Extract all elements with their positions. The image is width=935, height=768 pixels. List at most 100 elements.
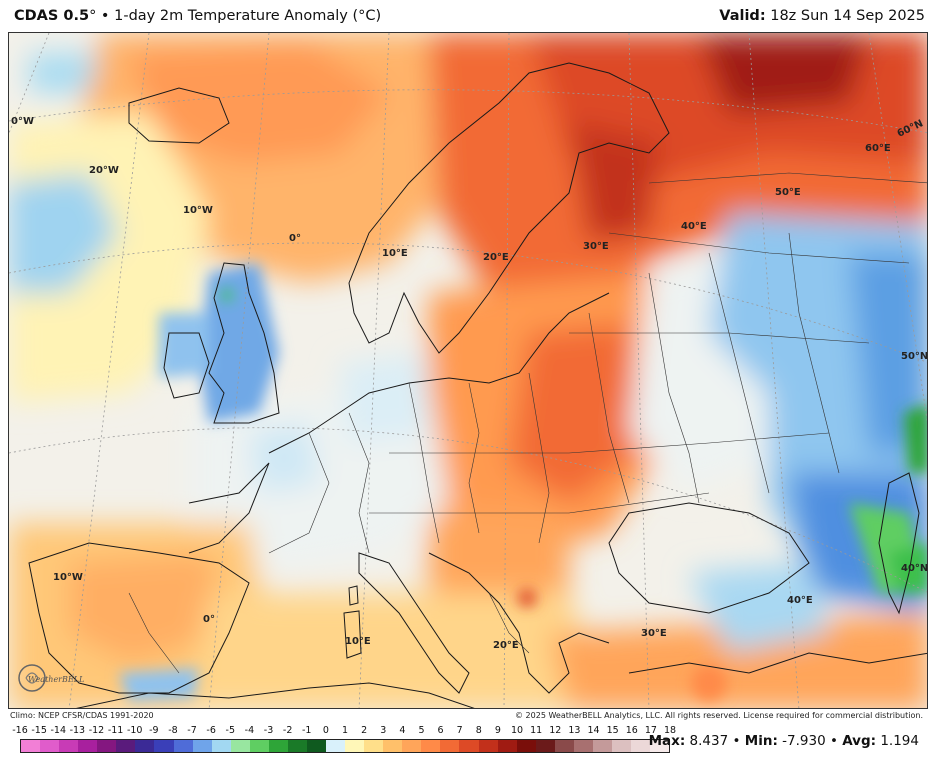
legend-colorbar [20, 739, 670, 753]
legend-swatch [535, 740, 555, 752]
legend-swatch [497, 740, 517, 752]
legend-swatch [345, 740, 365, 752]
legend-tick-label: 6 [437, 725, 444, 736]
legend-tick-label: -3 [263, 725, 274, 736]
map-stats: Max: 8.437 • Min: -7.930 • Avg: 1.194 [649, 733, 919, 749]
legend-swatch [173, 740, 193, 752]
legend-swatch [306, 740, 326, 752]
legend-tick-label: 1 [341, 725, 349, 736]
legend-tick-label: -11 [107, 725, 124, 736]
product-description: 1-day 2m Temperature Anomaly (°C) [114, 8, 382, 24]
legend-swatch [326, 740, 346, 752]
legend-swatch [230, 740, 250, 752]
min-label: Min: [744, 733, 778, 749]
lon-label: 20°W [89, 165, 119, 176]
lon-label: 30°E [583, 241, 609, 252]
product-name: CDAS 0.5 [14, 8, 90, 24]
legend-swatch [135, 740, 155, 752]
max-value: 8.437 [685, 733, 729, 749]
anomaly-map: 0°W 20°W 10°W 0° 10°E 20°E 30°E 40°E 50°… [8, 32, 928, 709]
color-legend: -16 -15 -14 -13 -12 -11 -10 -9 -8 -7 -6 -5 -4 -3 -2 -1 0… [12, 725, 676, 761]
legend-tick-label: -14 [50, 725, 66, 736]
legend-swatch [383, 740, 403, 752]
legend-swatch [402, 740, 422, 752]
legend-swatch [78, 740, 98, 752]
valid-time-value: 18z Sun 14 Sep 2025 [765, 8, 925, 24]
lon-label: 10°E [382, 248, 408, 259]
legend-swatch [59, 740, 79, 752]
legend-tick-label: -12 [88, 725, 105, 736]
legend-tick-label: 17 [644, 725, 657, 736]
lon-label: 10°E [345, 636, 371, 647]
lon-label: 10°W [183, 205, 213, 216]
legend-tick-label: 16 [625, 725, 638, 736]
coastlines [28, 62, 927, 708]
lon-label: 0°W [11, 116, 34, 127]
avg-label: Avg: [842, 733, 877, 749]
map-canvas: 0°W 20°W 10°W 0° 10°E 20°E 30°E 40°E 50°… [9, 33, 928, 708]
legend-tick-label: 5 [418, 725, 425, 736]
legend-tick-label: 14 [587, 725, 600, 736]
stats-sep: • [728, 733, 745, 749]
legend-tick-label: 13 [568, 725, 581, 736]
legend-tick-label: -6 [206, 725, 216, 736]
legend-tick-label: 12 [549, 725, 562, 736]
legend-swatch [21, 740, 41, 752]
anomaly-field [9, 33, 927, 708]
legend-swatch [116, 740, 136, 752]
legend-tick-label: 7 [456, 725, 463, 736]
legend-swatch [249, 740, 269, 752]
lon-label: 0° [203, 614, 215, 625]
legend-tick-label: -9 [149, 725, 159, 736]
climo-note: Climo: NCEP CFSR/CDAS 1991-2020 [10, 711, 154, 720]
legend-swatch [478, 740, 498, 752]
legend-tick-label: 15 [606, 725, 619, 736]
legend-tick-label: -5 [225, 725, 236, 736]
legend-swatch [516, 740, 536, 752]
copyright-note: © 2025 WeatherBELL Analytics, LLC. All r… [515, 711, 923, 720]
legend-swatch [287, 740, 307, 752]
legend-tick-label: 2 [361, 725, 368, 736]
min-value: -7.930 [777, 733, 826, 749]
title-separator: • [96, 8, 115, 24]
graticule-labels: 0°W 20°W 10°W 0° 10°E 20°E 30°E 40°E 50°… [11, 116, 928, 651]
legend-tick-label: -1 [302, 725, 312, 736]
legend-swatch [459, 740, 479, 752]
legend-swatch [40, 740, 60, 752]
degree-symbol: ° [89, 8, 97, 24]
legend-tick-label: -15 [31, 725, 47, 736]
weatherbell-logo: WeatherBELL [18, 664, 84, 692]
legend-tick-label: 10 [511, 725, 524, 736]
legend-swatch [364, 740, 384, 752]
legend-swatch [573, 740, 593, 752]
legend-tick-label: 11 [530, 725, 543, 736]
legend-tick-label: 0 [322, 725, 329, 736]
lon-label: 30°E [641, 628, 667, 639]
avg-value: 1.194 [876, 733, 919, 749]
lat-label: 40°N [901, 563, 928, 574]
legend-labels: -16 -15 -14 -13 -12 -11 -10 -9 -8 -7 -6 -5 -4 -3 -2 -1 0… [12, 725, 676, 739]
lon-label: 0° [289, 233, 301, 244]
legend-swatch [97, 740, 117, 752]
lon-label: 10°W [53, 572, 83, 583]
legend-tick-label: -8 [168, 725, 178, 736]
graticule [9, 33, 927, 708]
legend-tick-label: 3 [380, 725, 387, 736]
lon-label: 20°E [493, 640, 519, 651]
lat-label: 50°N [901, 351, 928, 362]
legend-tick-label: -2 [282, 725, 293, 736]
legend-swatch [592, 740, 612, 752]
legend-swatch [421, 740, 441, 752]
legend-tick-label: -7 [187, 725, 197, 736]
valid-time: Valid: 18z Sun 14 Sep 2025 [719, 8, 925, 24]
legend-tick-label: 8 [475, 725, 482, 736]
lon-label: 40°E [681, 221, 707, 232]
legend-swatch [440, 740, 460, 752]
legend-swatch [611, 740, 631, 752]
legend-tick-label: -16 [12, 725, 28, 736]
legend-swatch [268, 740, 288, 752]
map-header: CDAS 0.5° • 1-day 2m Temperature Anomaly… [0, 0, 935, 32]
legend-tick-label: -10 [126, 725, 143, 736]
lon-label: 50°E [775, 187, 801, 198]
legend-tick-label: 18 [663, 725, 677, 736]
